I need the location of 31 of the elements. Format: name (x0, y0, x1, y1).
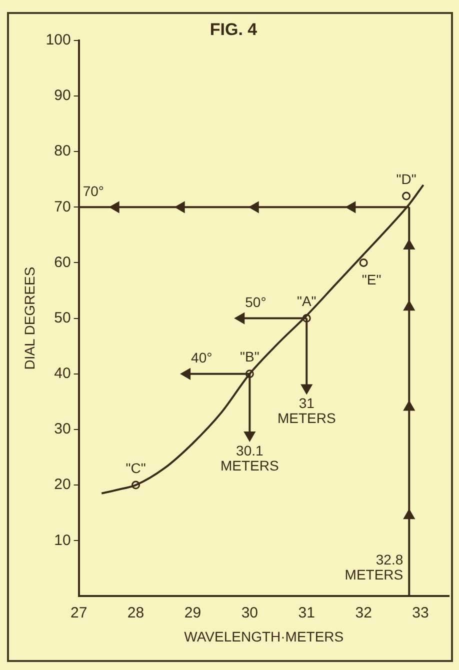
y-tick-label: 70 (54, 198, 71, 216)
annotation: 40° (191, 350, 212, 366)
x-tick-label: 29 (184, 604, 202, 622)
annotation: "B" (240, 348, 260, 365)
y-tick-label: 30 (54, 420, 71, 438)
annotation: "D" (396, 170, 416, 187)
x-tick-label: 33 (412, 604, 429, 622)
y-tick-label: 100 (46, 32, 71, 49)
y-tick-label: 10 (54, 532, 71, 549)
y-tick-label: 20 (54, 476, 71, 494)
annotation: 50° (245, 294, 266, 310)
y-tick-label: 90 (54, 87, 71, 104)
y-axis-title: DIAL DEGREES (21, 266, 38, 370)
annotation: "E" (362, 272, 382, 288)
annotation: 30.1 METERS (220, 442, 279, 474)
y-tick-label: 80 (54, 142, 71, 160)
y-tick-label: 40 (54, 365, 71, 382)
annotation: "A" (296, 293, 316, 310)
x-tick-label: 27 (70, 604, 88, 622)
x-tick-label: 31 (298, 604, 315, 622)
annotation: 31 METERS (277, 395, 336, 426)
x-axis-title: WAVELENGTH·METERS (184, 628, 344, 644)
annotation: 32.8 METERS (344, 552, 404, 583)
x-tick-label: 30 (241, 604, 258, 622)
annotation: "C" (126, 460, 146, 476)
x-tick-label: 32 (355, 604, 372, 622)
y-tick-label: 50 (54, 309, 71, 326)
annotation: 70° (82, 183, 104, 199)
y-tick-label: 60 (54, 254, 71, 271)
chart-title: FIG. 4 (210, 20, 258, 39)
x-tick-label: 28 (127, 604, 144, 622)
